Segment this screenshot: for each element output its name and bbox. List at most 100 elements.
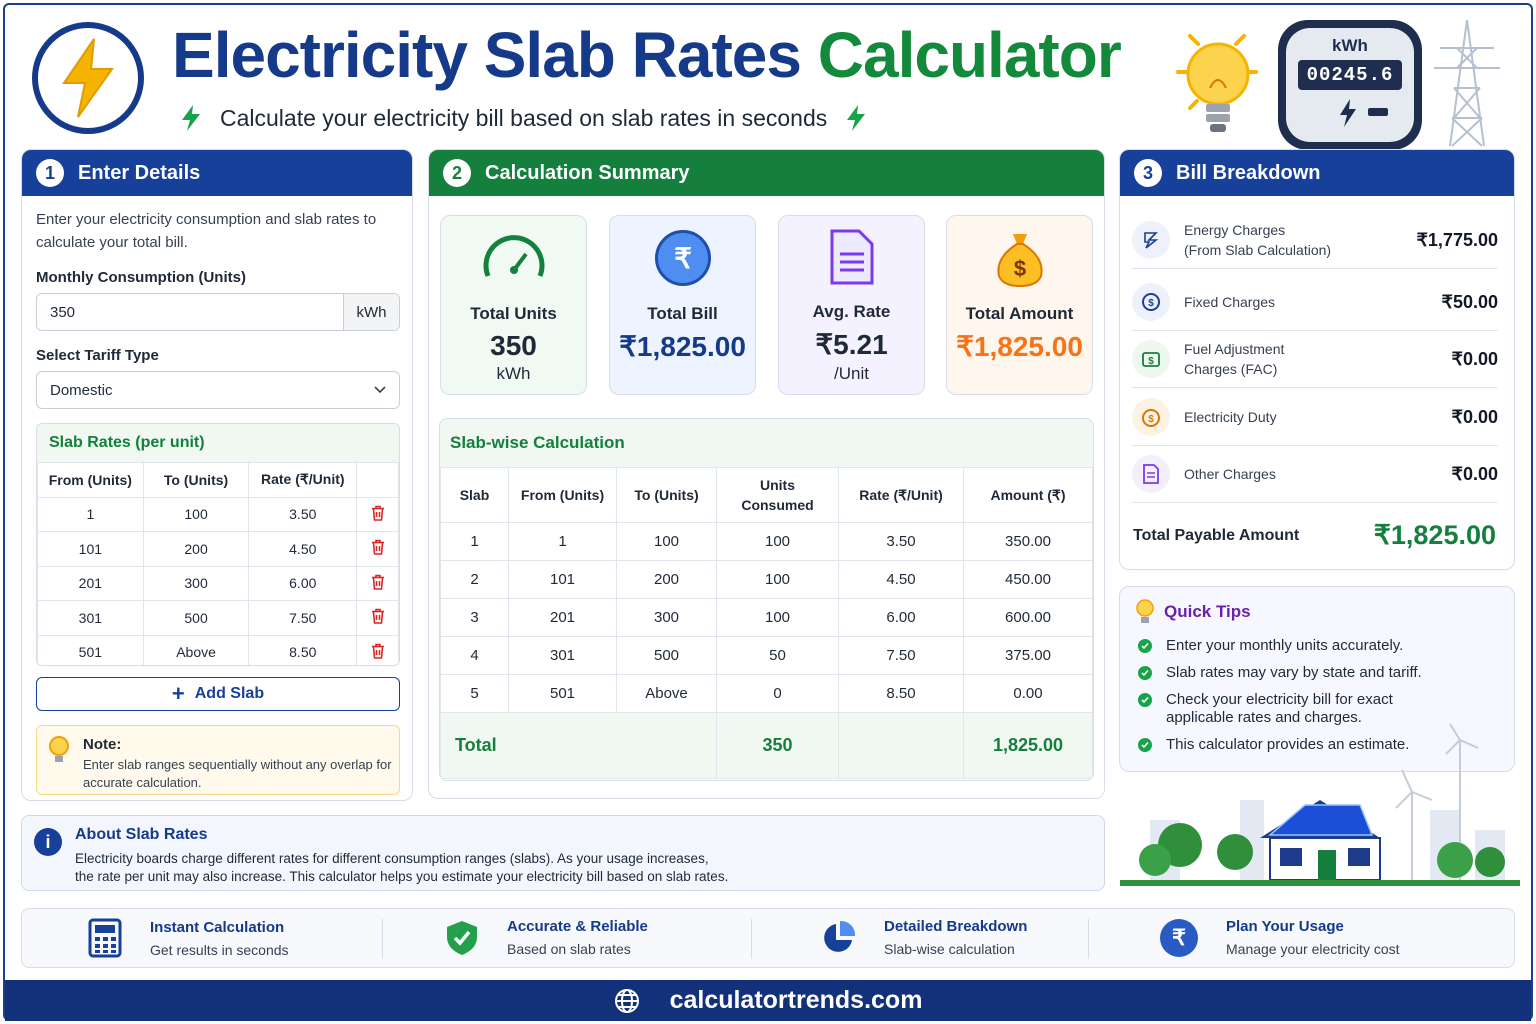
add-slab-button[interactable]: + Add Slab (36, 677, 400, 711)
slab-cell[interactable]: 501 (37, 634, 144, 665)
consumption-input[interactable]: 350 kWh (36, 293, 400, 331)
page-subtitle: Calculate your electricity bill based on… (180, 104, 867, 132)
light-bulb-icon (1176, 34, 1258, 132)
slab-cell[interactable]: 8.50 (248, 634, 358, 665)
breakdown-value: ₹0.00 (1451, 463, 1499, 484)
delete-slab-button[interactable] (356, 634, 399, 665)
stat-label: Total Bill (647, 304, 718, 323)
feature-title: Plan Your Usage (1226, 918, 1344, 935)
slab-cell[interactable]: 4.50 (248, 531, 358, 567)
info-icon: i (34, 828, 62, 856)
total-payable-label: Total Payable Amount (1133, 527, 1300, 544)
bolt-icon (1340, 99, 1356, 127)
delete-slab-button[interactable] (356, 531, 399, 567)
power-tower-icon (1434, 19, 1500, 147)
calc-cell: Above (616, 674, 717, 713)
calc-cell: 0.00 (963, 674, 1093, 713)
slab-rates-title: Slab Rates (per unit) (37, 424, 399, 462)
slab-cell[interactable]: Above (142, 634, 250, 665)
light-bulb-icon (1136, 599, 1154, 623)
slab-row: 201 300 6.00 (37, 565, 399, 601)
stat-value: ₹1,825.00 (956, 331, 1083, 362)
calc-total-units: 350 (716, 712, 839, 779)
slab-cell[interactable]: 1 (37, 496, 144, 532)
svg-text:$: $ (1148, 414, 1154, 425)
slab-cell[interactable]: 7.50 (248, 600, 358, 636)
calc-cell: 8.50 (838, 674, 964, 713)
panel-title: Calculation Summary (485, 161, 690, 184)
calc-cell: 3 (440, 598, 509, 637)
svg-text:$: $ (1014, 256, 1026, 281)
stat-unit: /Unit (834, 364, 869, 383)
summary-header: 2 Calculation Summary (429, 150, 1104, 196)
slab-rates-box: Slab Rates (per unit) From (Units) To (U… (36, 423, 400, 666)
step-number: 2 (443, 159, 471, 187)
stat-avg-rate: Avg. Rate ₹5.21 /Unit (778, 215, 925, 395)
document-icon (830, 229, 874, 285)
check-icon (1138, 738, 1152, 752)
check-icon (1138, 693, 1152, 707)
check-icon (1138, 639, 1152, 653)
enter-details-header: 1 Enter Details (22, 150, 412, 196)
feature-title: Detailed Breakdown (884, 918, 1028, 935)
slab-cell[interactable]: 100 (142, 496, 250, 532)
breakdown-value: ₹0.00 (1451, 406, 1499, 427)
slab-cell[interactable]: 301 (37, 600, 144, 636)
rupee-icon: ₹ (655, 230, 711, 286)
tariff-select[interactable]: Domestic (36, 371, 400, 409)
tip-item: Enter your monthly units accurately. (1138, 637, 1438, 655)
delete-slab-button[interactable] (356, 496, 399, 532)
slab-cell[interactable]: 200 (142, 531, 250, 567)
trash-icon (371, 574, 384, 590)
tip-text: Enter your monthly units accurately. (1166, 637, 1404, 654)
slab-cell[interactable]: 3.50 (248, 496, 358, 532)
calc-cell: 6.00 (838, 598, 964, 637)
calc-header-to: To (Units) (616, 467, 717, 523)
calc-row: 1 1 100 100 3.50 350.00 (440, 522, 1093, 561)
feature-plan: ₹ Plan Your Usage Manage your electricity… (1160, 918, 1400, 957)
stat-total-amount: $ Total Amount ₹1,825.00 (946, 215, 1093, 395)
slab-cell[interactable]: 101 (37, 531, 144, 567)
shield-check-icon (447, 920, 477, 955)
breakdown-label: Energy Charges (From Slab Calculation) (1184, 222, 1332, 258)
slab-cell[interactable]: 300 (142, 565, 250, 601)
consumption-unit: kWh (343, 294, 399, 330)
feature-sub: Manage your electricity cost (1226, 941, 1400, 957)
breakdown-label: Electricity Duty (1184, 409, 1277, 425)
calc-header-slab: Slab (440, 467, 509, 523)
tip-text: Check your electricity bill for exact ap… (1166, 691, 1393, 726)
note-box: Note: Enter slab ranges sequentially wit… (36, 725, 400, 795)
note-title: Note: (83, 736, 122, 753)
globe-icon (614, 988, 639, 1013)
stat-value: ₹5.21 (815, 329, 888, 360)
light-bulb-icon (49, 736, 69, 762)
quick-tips-title: Quick Tips (1164, 602, 1251, 621)
details-intro: Enter your electricity consumption and s… (36, 211, 377, 251)
slab-cell[interactable]: 201 (37, 565, 144, 601)
delete-slab-button[interactable] (356, 600, 399, 636)
consumption-value: 350 (50, 303, 76, 321)
check-icon (1138, 666, 1152, 680)
meter-reading: 00245.6 (1298, 60, 1402, 90)
feature-sub: Slab-wise calculation (884, 941, 1015, 957)
duty-icon: $ (1132, 398, 1170, 436)
stat-value: 350 (490, 330, 537, 361)
tip-item: Check your electricity bill for exact ap… (1138, 691, 1438, 727)
calculator-icon (88, 918, 122, 958)
breakdown-label: Other Charges (1184, 466, 1276, 482)
slab-cell[interactable]: 6.00 (248, 565, 358, 601)
calc-header-amount: Amount (₹) (963, 467, 1093, 523)
slab-cell[interactable]: 500 (142, 600, 250, 636)
footer-site-link[interactable]: calculatortrends.com (669, 986, 923, 1014)
tariff-label: Select Tariff Type (36, 347, 159, 364)
add-slab-label: Add Slab (194, 685, 265, 702)
breakdown-row: Other Charges ₹0.00 (1132, 446, 1498, 503)
other-charges-icon (1132, 455, 1170, 493)
stat-label: Total Units (470, 304, 557, 323)
bill-breakdown-panel: 3 Bill Breakdown Energy Charges (From Slab… (1119, 149, 1515, 570)
slab-wise-title: Slab-wise Calculation (440, 419, 1093, 467)
calc-row: 2 101 200 100 4.50 450.00 (440, 560, 1093, 599)
solar-house-illustration (1120, 723, 1520, 886)
calc-cell: 101 (508, 560, 617, 599)
delete-slab-button[interactable] (356, 565, 399, 601)
